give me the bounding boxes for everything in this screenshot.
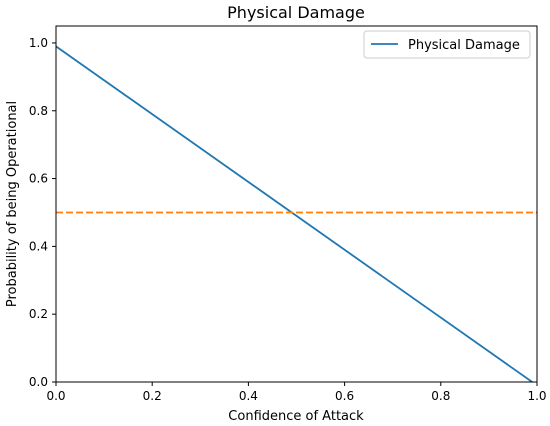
legend: Physical Damage [363,30,531,59]
y-tick-label: 0.0 [29,375,48,389]
legend-box [363,30,531,59]
x-tick-label: 0.2 [143,389,162,403]
x-tick-label: 0.8 [431,389,450,403]
y-tick-label: 0.2 [29,307,48,321]
y-axis-ticks: 0.0 0.2 0.4 0.6 0.8 1.0 [29,36,56,389]
x-axis-title: Confidence of Attack [228,409,364,424]
x-tick-label: 0.0 [46,389,65,403]
y-tick-label: 0.4 [29,239,48,253]
plot-frame [55,25,538,383]
y-axis-title: Probability of being Operational [5,101,20,307]
x-tick-label: 0.4 [239,389,258,403]
y-tick-label: 1.0 [29,36,48,50]
y-tick-label: 0.8 [29,104,48,118]
series-line-physical-damage [55,45,533,383]
legend-label-physical-damage: Physical Damage [408,38,520,53]
x-tick-label: 1.0 [527,389,546,403]
x-axis-ticks: 0.0 0.2 0.4 0.6 0.8 1.0 [46,382,547,403]
y-tick-label: 0.6 [29,172,48,186]
plot-area [55,45,537,383]
x-tick-label: 0.6 [335,389,354,403]
chart-title: Physical Damage [227,3,365,22]
